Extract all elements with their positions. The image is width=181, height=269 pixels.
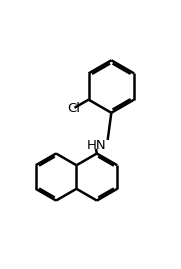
- Text: HN: HN: [87, 139, 107, 152]
- Text: Cl: Cl: [67, 102, 80, 115]
